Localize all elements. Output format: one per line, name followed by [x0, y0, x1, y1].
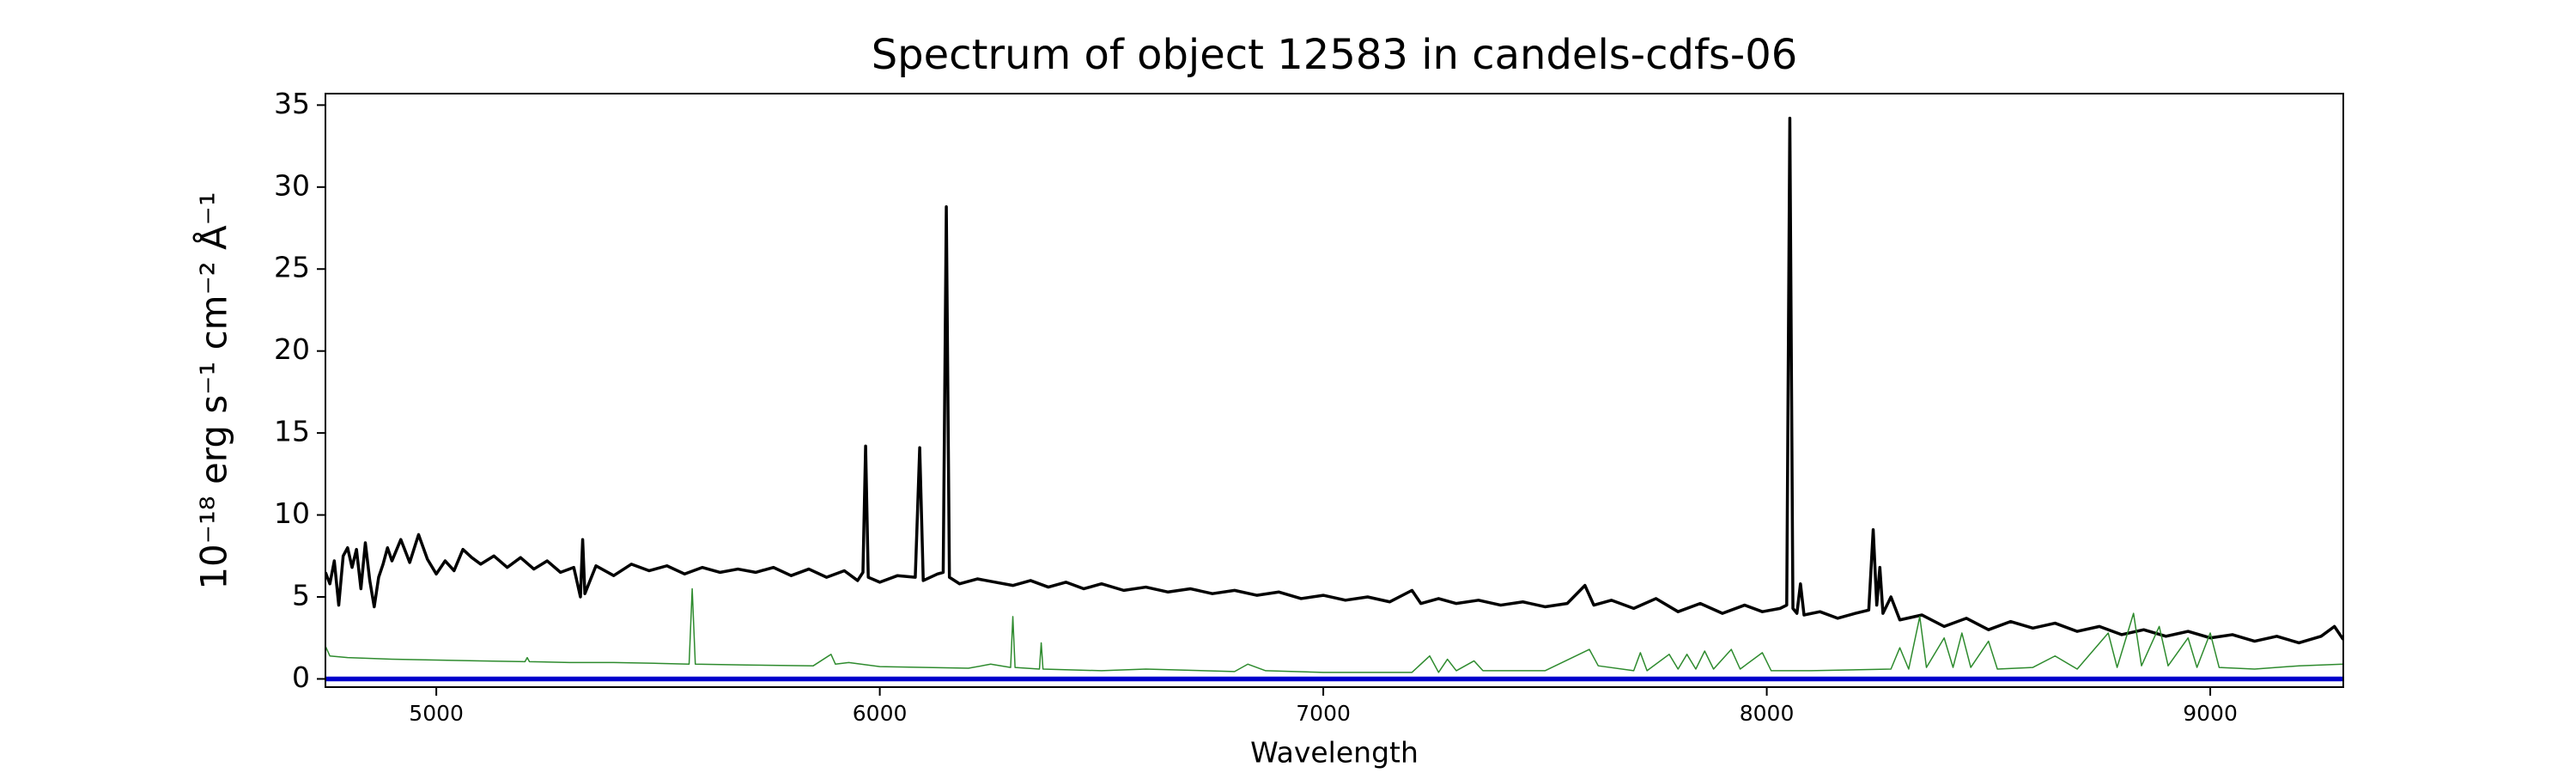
spectrum-line	[325, 587, 2343, 673]
chart-title: Spectrum of object 12583 in candels-cdfs…	[872, 31, 1798, 79]
y-tick-label: 35	[274, 87, 310, 120]
x-tick-label: 7000	[1296, 701, 1351, 726]
y-tick-label: 30	[274, 168, 310, 202]
y-tick-label: 25	[274, 251, 310, 284]
x-tick-label: 6000	[853, 701, 908, 726]
x-tick-label: 5000	[409, 701, 464, 726]
x-tick-label: 8000	[1740, 701, 1795, 726]
plot-frame	[325, 93, 2344, 688]
plot-area	[325, 116, 2343, 682]
spectrum-line	[325, 116, 2343, 645]
y-tick-label: 20	[274, 332, 310, 366]
y-axis-label: 10⁻¹⁸ erg s⁻¹ cm⁻² Å⁻¹	[192, 192, 235, 589]
y-tick-label: 10	[274, 496, 310, 530]
x-tick-label: 9000	[2183, 701, 2238, 726]
y-tick-label: 0	[292, 660, 310, 694]
x-axis-label: Wavelength	[1250, 736, 1419, 770]
y-tick-label: 15	[274, 415, 310, 448]
y-tick-label: 5	[292, 579, 310, 612]
